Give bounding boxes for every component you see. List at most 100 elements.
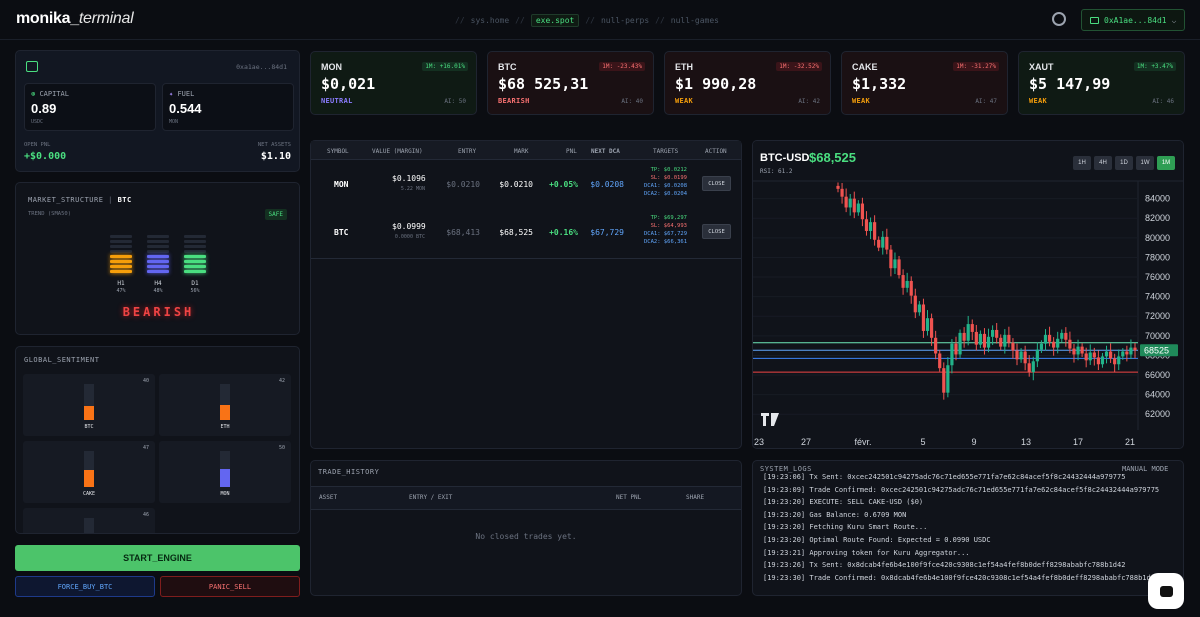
row-entry: $68,413 xyxy=(446,228,480,237)
candle-body xyxy=(1052,341,1056,348)
price-chart[interactable]: 84000 82000 80000 78000 76000 74000 72000 70000… xyxy=(753,141,1184,449)
tf-1h-button[interactable]: 1H xyxy=(1073,156,1091,170)
y-tick-label: 84000 xyxy=(1145,194,1170,204)
ticker-symbol: CAKE xyxy=(852,62,878,72)
ticker-price: $1,332 xyxy=(852,75,907,93)
sentiment-score: 50 xyxy=(278,445,285,451)
candle-body xyxy=(999,337,1003,347)
log-line: [19:23:26] Tx Sent: 0x8dcab4fe6b4e100f9f… xyxy=(763,561,1126,570)
sentiment-card[interactable]: 47 CAKE xyxy=(23,441,155,503)
tf-4h-button[interactable]: 4H xyxy=(1094,156,1112,170)
candle-body xyxy=(986,336,991,348)
wallet-button[interactable]: 0xA1ae...84d1 ⌵ xyxy=(1081,9,1185,31)
row-mark: $68,525 xyxy=(499,228,533,237)
lock-icon xyxy=(26,61,38,72)
candle-body xyxy=(909,280,913,296)
structure-bar-segment xyxy=(147,250,169,253)
structure-tf-label: D1 xyxy=(191,280,199,287)
candle-body xyxy=(970,324,974,332)
candle-body xyxy=(905,280,909,288)
nav-null-games[interactable]: null-games xyxy=(670,16,719,25)
close-position-button[interactable]: CLOSE xyxy=(702,176,731,191)
history-col-net-pnl: NET PNL xyxy=(616,494,642,501)
row-value: $0.0999 xyxy=(392,222,426,231)
structure-bar-segment xyxy=(147,255,169,258)
log-line: [19:23:20] Fetching Kuru Smart Route... xyxy=(763,523,928,532)
log-line: [19:23:30] Trade Confirmed: 0x8dcab4fe6b… xyxy=(763,573,1160,582)
history-col-entry-exit: ENTRY / EXIT xyxy=(409,494,453,501)
candle-body xyxy=(840,188,844,197)
sentiment-asset-name: BTC xyxy=(84,424,94,430)
app-logo[interactable]: monika_terminal xyxy=(16,10,134,27)
tf-1m-button[interactable]: 1M xyxy=(1157,156,1175,170)
history-col-share: SHARE xyxy=(686,494,705,501)
ticker-change: 1M: -32.52% xyxy=(776,62,822,71)
candle-body xyxy=(1092,352,1096,358)
structure-bar-segment xyxy=(110,265,132,268)
log-line: [19:23:20] Gas Balance: 0.6709 MON xyxy=(763,510,907,519)
chart-background xyxy=(753,141,1183,448)
tf-1w-button[interactable]: 1W xyxy=(1136,156,1154,170)
chart-last-price: $68,525 xyxy=(809,150,856,165)
settings-gear-icon[interactable] xyxy=(1052,12,1066,26)
candle-body xyxy=(1121,351,1125,357)
sentiment-fill xyxy=(84,470,94,487)
account-address[interactable]: 0xa1ae...84d1 xyxy=(236,63,287,71)
row-value: $0.1096 xyxy=(392,174,426,183)
manual-mode-label: MANUAL MODE xyxy=(1122,465,1169,473)
col-entry: ENTRY xyxy=(458,148,477,155)
wallet-address: 0xA1ae...84d1 xyxy=(1104,15,1167,25)
candle-body xyxy=(897,259,901,276)
last-price-tag xyxy=(1140,344,1178,357)
ticker-card-cake[interactable]: CAKE 1M: -31.27% $1,332 WEAK AI: 47 xyxy=(841,51,1008,115)
ticker-card-btc[interactable]: BTC 1M: -23.43% $68 525,31 BEARISH AI: 40 xyxy=(487,51,654,115)
ticker-card-eth[interactable]: ETH 1M: -32.52% $1 990,28 WEAK AI: 42 xyxy=(664,51,831,115)
panic-sell-button[interactable]: PANIC_SELL xyxy=(160,576,300,597)
ticker-signal: WEAK xyxy=(675,97,694,105)
ticker-symbol: XAUT xyxy=(1029,62,1054,72)
tf-1d-button[interactable]: 1D xyxy=(1115,156,1133,170)
sentiment-asset-name: ETH xyxy=(220,424,230,430)
force-buy-button[interactable]: FORCE_BUY_BTC xyxy=(15,576,155,597)
start-engine-button[interactable]: START_ENGINE xyxy=(15,545,300,571)
candle-body xyxy=(889,249,893,269)
sentiment-card[interactable]: 50 MON xyxy=(159,441,291,503)
sentiment-card[interactable]: 46 xyxy=(23,508,155,533)
ticker-price: $68 525,31 xyxy=(498,75,589,93)
log-line: [19:23:21] Approving token for Kuru Aggr… xyxy=(763,548,970,557)
candle-body xyxy=(1080,346,1084,354)
ticker-symbol: ETH xyxy=(675,62,693,72)
net-assets-value: $1.10 xyxy=(260,151,291,162)
candle-body xyxy=(1088,352,1092,361)
row-next-dca: $0.0208 xyxy=(590,180,624,189)
candle-body xyxy=(1060,332,1064,339)
sentiment-card[interactable]: 42 ETH xyxy=(159,374,291,436)
history-empty-message: No closed trades yet. xyxy=(475,532,577,541)
capital-label: CAPITAL xyxy=(39,90,69,98)
sentiment-track xyxy=(84,518,94,533)
nav-sys-home[interactable]: sys.home xyxy=(470,16,510,25)
y-tick-label: 70000 xyxy=(1145,331,1170,341)
candle-body xyxy=(1035,349,1039,362)
col-pnl: PNL xyxy=(566,148,577,155)
y-tick-label: 78000 xyxy=(1145,252,1170,262)
nav-exe-spot[interactable]: exe.spot xyxy=(530,14,580,27)
row-next-dca: $67,729 xyxy=(590,228,624,237)
candle-body xyxy=(1100,356,1105,365)
sentiment-score: 40 xyxy=(142,378,149,384)
system-logs-panel xyxy=(752,460,1184,596)
candle-body xyxy=(942,368,946,393)
ticker-card-mon[interactable]: MON 1M: +16.01% $0,021 NEUTRAL AI: 50 xyxy=(310,51,477,115)
row-dca2: DCA2: $66,361 xyxy=(643,239,687,245)
ticker-card-xaut[interactable]: XAUT 1M: +3.47% $5 147,99 WEAK AI: 46 xyxy=(1018,51,1185,115)
sentiment-card[interactable]: 40 BTC xyxy=(23,374,155,436)
structure-bar-segment xyxy=(110,240,132,243)
structure-tf-pct: 47% xyxy=(116,288,126,294)
nav-null-perps[interactable]: null-perps xyxy=(600,16,650,25)
chat-button[interactable] xyxy=(1148,573,1184,609)
row-dca1: DCA1: $0.0208 xyxy=(643,183,687,189)
candle-body xyxy=(1056,338,1060,348)
close-position-button[interactable]: CLOSE xyxy=(702,224,731,239)
candle-body xyxy=(934,337,938,354)
row-margin: 0.0000 BTC xyxy=(394,234,425,240)
